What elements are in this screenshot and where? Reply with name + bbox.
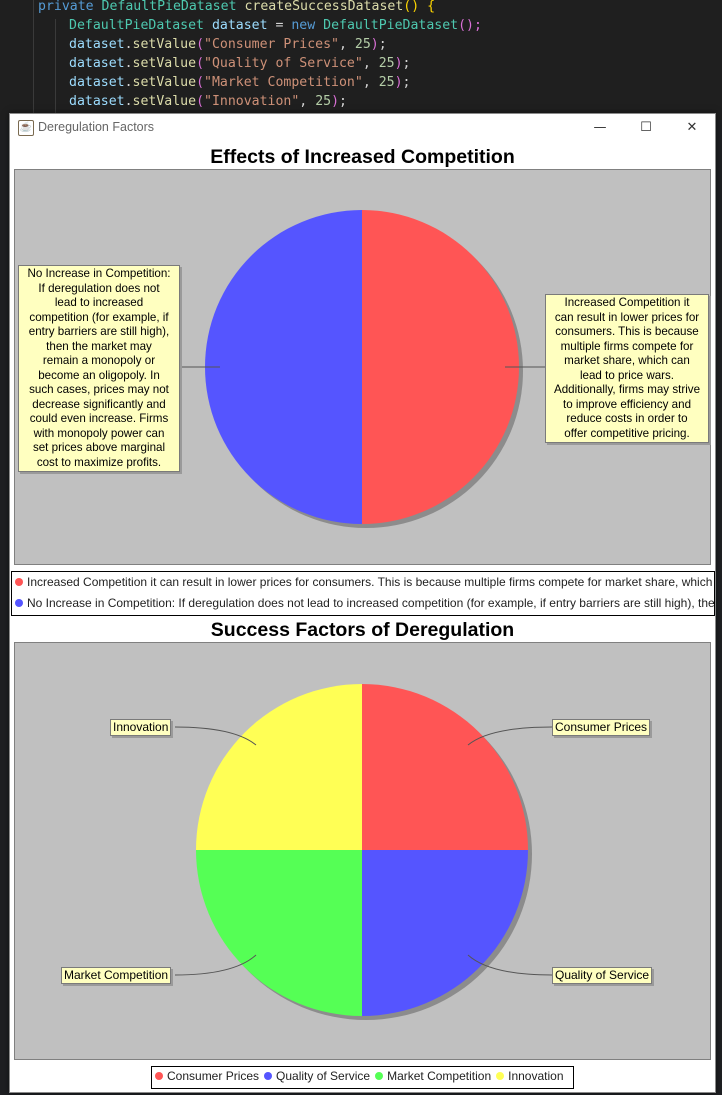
legend-dot-red: [15, 578, 23, 586]
leader-line: [467, 726, 553, 746]
label-line: multiple firms compete for: [560, 339, 694, 353]
label-line: lead to price wars.: [579, 368, 675, 382]
slice-label-market-competition: Market Competition: [61, 967, 172, 984]
slice-label-quality-of-service: Quality of Service: [552, 967, 653, 984]
legend-dot-blue: [264, 1072, 273, 1080]
pie-slice-consumer-0[interactable]: [362, 684, 528, 850]
legend-dot-yellow: [496, 1072, 505, 1080]
pie-slice-market-2[interactable]: [196, 850, 362, 1016]
label-line: with monopoly power can: [33, 426, 165, 440]
label-line: No Increase in Competition:: [27, 267, 171, 280]
pie-chart-competition[interactable]: [15, 170, 710, 564]
label-line: offer competitive pricing.: [564, 426, 690, 440]
legend-item: Consumer Prices: [155, 1069, 259, 1083]
label-line: cost to maximize profits.: [36, 455, 162, 469]
legend-dot-green: [375, 1072, 384, 1080]
label-line: such cases, prices may not: [29, 383, 169, 396]
label-line: become an oligopoly. In: [38, 368, 160, 382]
legend-dot-red: [155, 1072, 163, 1080]
chart-title-success: Success Factors of Deregulation: [210, 619, 515, 641]
pie-slice-quality-1[interactable]: [362, 850, 528, 1016]
label-line: set prices above marginal: [32, 441, 166, 454]
label-line: entry barriers are still high),: [28, 325, 170, 338]
legend-competition: Increased Competition it can result in l…: [11, 571, 715, 616]
plot-area-competition[interactable]: No Increase in Competition: If deregulati…: [14, 169, 711, 565]
legend-item: No Increase in Competition: If deregulat…: [12, 593, 714, 614]
label-line: If deregulation does not: [38, 281, 160, 295]
leader-line: [467, 954, 553, 976]
code-line-method-signature[interactable]: private DefaultPieDataset createSuccessD…: [38, 0, 436, 14]
pie-chart-success[interactable]: [15, 643, 710, 1059]
indent-guide: [33, 0, 34, 120]
slice-label-consumer-prices: Consumer Prices: [552, 719, 651, 736]
pie-slice-no-1[interactable]: [205, 210, 362, 524]
label-line: Additionally, firms may strive: [553, 383, 701, 396]
window-title: Deregulation Factors: [38, 120, 155, 134]
pie-slice-innovation-3[interactable]: [196, 684, 362, 850]
label-line: consumers. This is because: [555, 325, 699, 338]
pie-slice-increased-0[interactable]: [362, 210, 519, 524]
code-line-setvalue[interactable]: dataset.setValue("Quality of Service", 2…: [69, 56, 411, 71]
leader-line: [174, 954, 257, 976]
java-app-icon: ☕: [18, 120, 34, 136]
code-line-setvalue[interactable]: dataset.setValue("Consumer Prices", 25);: [69, 37, 387, 52]
code-line-dataset-declaration[interactable]: DefaultPieDataset dataset = new DefaultP…: [69, 18, 482, 33]
label-line: competition (for example, if: [29, 310, 169, 324]
slice-label-increased: Increased Competition it can result in lo…: [545, 294, 709, 443]
label-line: Increased Competition it: [564, 296, 690, 309]
label-line: can result in lower prices for: [554, 310, 700, 324]
label-line: to improve efficiency and: [562, 397, 692, 411]
legend-dot-blue: [15, 599, 23, 607]
code-editor[interactable]: private DefaultPieDataset createSuccessD…: [0, 0, 722, 120]
maximize-button[interactable]: ☐: [640, 120, 652, 135]
label-line: market share, which can: [564, 354, 690, 367]
label-line: could even increase. Firms: [29, 412, 169, 425]
legend-row: Consumer Prices Quality of Service Market …: [152, 1067, 573, 1086]
code-line-setvalue[interactable]: dataset.setValue("Innovation", 25);: [69, 94, 347, 109]
label-line: then the market may: [46, 339, 152, 353]
close-button[interactable]: ✕: [686, 120, 698, 135]
label-line: lead to increased: [54, 296, 144, 309]
minimize-button[interactable]: —: [593, 120, 607, 135]
leader-line: [174, 726, 257, 746]
slice-label-no-increase: No Increase in Competition: If deregulati…: [18, 265, 180, 472]
legend-item: Quality of Service: [264, 1069, 370, 1083]
slice-label-innovation: Innovation: [110, 719, 172, 736]
chart-window[interactable]: ☕ Deregulation Factors — ☐ ✕ Effects of …: [9, 113, 716, 1093]
legend-item: Innovation: [496, 1069, 564, 1083]
window-titlebar[interactable]: ☕ Deregulation Factors — ☐ ✕: [10, 114, 715, 142]
legend-item: Market Competition: [375, 1069, 491, 1083]
legend-item: Increased Competition it can result in l…: [12, 572, 714, 593]
label-line: decrease significantly and: [32, 397, 166, 411]
label-line: reduce costs in order to: [566, 412, 688, 425]
label-line: remain a monopoly or: [42, 354, 156, 367]
chart-title-competition: Effects of Increased Competition: [210, 146, 515, 168]
indent-guide: [55, 19, 56, 119]
code-line-setvalue[interactable]: dataset.setValue("Market Competition", 2…: [69, 75, 411, 90]
legend-success: Consumer Prices Quality of Service Market …: [151, 1066, 574, 1089]
plot-area-success[interactable]: Consumer Prices Quality of Service Marke…: [14, 642, 711, 1060]
